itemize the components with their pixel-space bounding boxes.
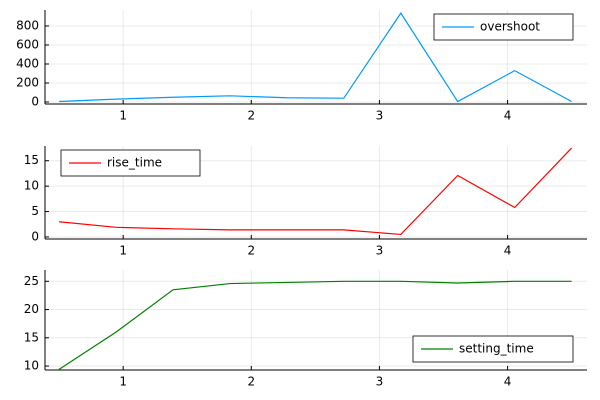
x-tick-label: 1 [119, 109, 127, 123]
y-tick-label: 25 [24, 274, 39, 288]
line-series [59, 12, 572, 103]
line-series [59, 147, 573, 236]
legend-label: rise_time [107, 156, 162, 170]
x-tick-label: 3 [376, 375, 384, 389]
y-tick-label: 0 [31, 229, 39, 243]
legend-label: overshoot [480, 20, 540, 34]
line-series [58, 280, 572, 370]
x-tick-label: 3 [376, 244, 384, 258]
x-tick-label: 2 [247, 244, 255, 258]
y-tick-label: 15 [24, 330, 39, 344]
y-tick-label: 200 [16, 75, 39, 89]
x-tick-label: 4 [504, 375, 512, 389]
x-tick-label: 4 [504, 109, 512, 123]
legend-label: setting_time [459, 342, 534, 356]
x-tick-label: 1 [119, 375, 127, 389]
x-tick-label: 2 [247, 109, 255, 123]
y-tick-label: 15 [24, 153, 39, 167]
x-tick-label: 4 [504, 244, 512, 258]
x-tick-label: 2 [247, 375, 255, 389]
y-tick-label: 0 [31, 95, 39, 109]
y-tick-label: 400 [16, 56, 39, 70]
y-tick-label: 5 [31, 204, 39, 218]
y-tick-label: 20 [24, 302, 39, 316]
y-tick-label: 600 [16, 37, 39, 51]
y-tick-label: 10 [24, 359, 39, 373]
x-tick-label: 1 [119, 244, 127, 258]
x-tick-label: 3 [376, 109, 384, 123]
y-tick-label: 10 [24, 179, 39, 193]
y-tick-label: 800 [16, 18, 39, 32]
